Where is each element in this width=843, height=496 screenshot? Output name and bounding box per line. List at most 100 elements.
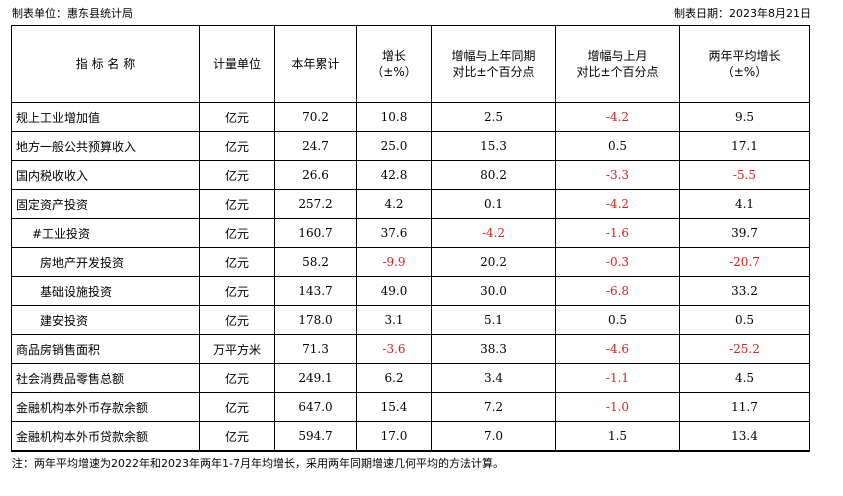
col-vs-last-month-header: 增幅与上月 对比±个百分点 xyxy=(555,25,680,103)
table-row: 商品房销售面积 万平方米 71.3 -3.6 38.3 -4.6 -25.2 xyxy=(11,334,810,364)
cumulative-cell: 24.7 xyxy=(274,131,357,161)
growth-cell: 3.1 xyxy=(356,305,432,335)
indicator-name-cell: 建安投资 xyxy=(11,305,200,335)
indicator-name-cell: 金融机构本外币存款余额 xyxy=(11,392,200,422)
col-indicator-name-header: 指 标 名 称 xyxy=(11,25,200,103)
vs-last-month-cell: -1.6 xyxy=(555,218,680,248)
unit-cell: 万平方米 xyxy=(199,334,275,364)
table-row: 房地产开发投资 亿元 58.2 -9.9 20.2 -0.3 -20.7 xyxy=(11,247,810,277)
indicator-name-cell: 规上工业增加值 xyxy=(11,102,200,132)
statistics-table: 指 标 名 称计量单位 本年累计 增长 （±%） 增幅与上年同期 对比±个百分点 增幅与上月… xyxy=(11,25,810,452)
growth-cell: 6.2 xyxy=(356,363,432,393)
cumulative-cell: 249.1 xyxy=(274,363,357,393)
cumulative-cell: 70.2 xyxy=(274,102,357,132)
col-cumulative-header: 本年累计 xyxy=(274,25,357,103)
two-year-avg-cell: 17.1 xyxy=(679,131,810,161)
two-year-avg-cell: -5.5 xyxy=(679,160,810,190)
cumulative-cell: 257.2 xyxy=(274,189,357,219)
vs-last-month-cell: -1.0 xyxy=(555,392,680,422)
table-header-row: 指 标 名 称计量单位 本年累计 增长 （±%） 增幅与上年同期 对比±个百分点 增幅与上月… xyxy=(11,25,810,103)
vs-last-month-cell: -0.3 xyxy=(555,247,680,277)
unit-cell: 亿元 xyxy=(199,189,275,219)
indicator-name-cell: #工业投资 xyxy=(11,218,200,248)
cumulative-cell: 71.3 xyxy=(274,334,357,364)
col-unit-header: 计量单位 xyxy=(199,25,275,103)
growth-cell: 17.0 xyxy=(356,421,432,452)
growth-cell: -9.9 xyxy=(356,247,432,277)
cumulative-cell: 594.7 xyxy=(274,421,357,452)
cumulative-cell: 647.0 xyxy=(274,392,357,422)
indicator-name-cell: 社会消费品零售总额 xyxy=(11,363,200,393)
vs-last-year-cell: 7.0 xyxy=(431,421,556,452)
vs-last-year-cell: 5.1 xyxy=(431,305,556,335)
table-row: 建安投资 亿元 178.0 3.1 5.1 0.5 0.5 xyxy=(11,305,810,335)
vs-last-month-cell: 0.5 xyxy=(555,305,680,335)
vs-last-year-cell: 20.2 xyxy=(431,247,556,277)
unit-cell: 亿元 xyxy=(199,305,275,335)
indicator-name-cell: 房地产开发投资 xyxy=(11,247,200,277)
table-row: 金融机构本外币存款余额 亿元 647.0 15.4 7.2 -1.0 11.7 xyxy=(11,392,810,422)
indicator-name-cell: 地方一般公共预算收入 xyxy=(11,131,200,161)
report-date-label: 制表日期：2023年8月21日 xyxy=(674,7,811,20)
vs-last-year-cell: 3.4 xyxy=(431,363,556,393)
vs-last-month-cell: -1.1 xyxy=(555,363,680,393)
vs-last-year-cell: 7.2 xyxy=(431,392,556,422)
two-year-avg-cell: -20.7 xyxy=(679,247,810,277)
unit-cell: 亿元 xyxy=(199,363,275,393)
table-row: #工业投资 亿元 160.7 37.6 -4.2 -1.6 39.7 xyxy=(11,218,810,248)
col-growth-header: 增长 （±%） xyxy=(356,25,432,103)
cumulative-cell: 143.7 xyxy=(274,276,357,306)
growth-cell: 42.8 xyxy=(356,160,432,190)
growth-cell: 10.8 xyxy=(356,102,432,132)
growth-cell: -3.6 xyxy=(356,334,432,364)
table-body: 规上工业增加值 亿元 70.2 10.8 2.5 -4.2 9.5 地方一般公共预算收入 亿元 2… xyxy=(11,102,810,452)
growth-cell: 15.4 xyxy=(356,392,432,422)
two-year-avg-cell: -25.2 xyxy=(679,334,810,364)
two-year-avg-cell: 11.7 xyxy=(679,392,810,422)
indicator-name-cell: 商品房销售面积 xyxy=(11,334,200,364)
vs-last-month-cell: -4.2 xyxy=(555,102,680,132)
table-row: 社会消费品零售总额 亿元 249.1 6.2 3.4 -1.1 4.5 xyxy=(11,363,810,393)
vs-last-month-cell: 1.5 xyxy=(555,421,680,452)
cumulative-cell: 178.0 xyxy=(274,305,357,335)
table-row: 地方一般公共预算收入 亿元 24.7 25.0 15.3 0.5 17.1 xyxy=(11,131,810,161)
table-row: 国内税收收入 亿元 26.6 42.8 80.2 -3.3 -5.5 xyxy=(11,160,810,190)
growth-cell: 49.0 xyxy=(356,276,432,306)
two-year-avg-cell: 0.5 xyxy=(679,305,810,335)
table-row: 金融机构本外币贷款余额 亿元 594.7 17.0 7.0 1.5 13.4 xyxy=(11,421,810,452)
vs-last-month-cell: -3.3 xyxy=(555,160,680,190)
cumulative-cell: 26.6 xyxy=(274,160,357,190)
growth-cell: 4.2 xyxy=(356,189,432,219)
table-row: 基础设施投资 亿元 143.7 49.0 30.0 -6.8 33.2 xyxy=(11,276,810,306)
report-unit-label: 制表单位：惠东县统计局 xyxy=(12,7,133,20)
table-row: 固定资产投资 亿元 257.2 4.2 0.1 -4.2 4.1 xyxy=(11,189,810,219)
unit-cell: 亿元 xyxy=(199,218,275,248)
growth-cell: 37.6 xyxy=(356,218,432,248)
indicator-name-cell: 基础设施投资 xyxy=(11,276,200,306)
unit-cell: 亿元 xyxy=(199,392,275,422)
two-year-avg-cell: 9.5 xyxy=(679,102,810,132)
vs-last-year-cell: 80.2 xyxy=(431,160,556,190)
vs-last-month-cell: -4.6 xyxy=(555,334,680,364)
vs-last-month-cell: 0.5 xyxy=(555,131,680,161)
vs-last-year-cell: 30.0 xyxy=(431,276,556,306)
indicator-name-cell: 金融机构本外币贷款余额 xyxy=(11,421,200,452)
two-year-avg-cell: 39.7 xyxy=(679,218,810,248)
two-year-avg-cell: 4.5 xyxy=(679,363,810,393)
vs-last-year-cell: -4.2 xyxy=(431,218,556,248)
cumulative-cell: 160.7 xyxy=(274,218,357,248)
cumulative-cell: 58.2 xyxy=(274,247,357,277)
vs-last-year-cell: 0.1 xyxy=(431,189,556,219)
unit-cell: 亿元 xyxy=(199,160,275,190)
unit-cell: 亿元 xyxy=(199,131,275,161)
vs-last-year-cell: 38.3 xyxy=(431,334,556,364)
vs-last-year-cell: 2.5 xyxy=(431,102,556,132)
table-row: 规上工业增加值 亿元 70.2 10.8 2.5 -4.2 9.5 xyxy=(11,102,810,132)
unit-cell: 亿元 xyxy=(199,421,275,452)
two-year-avg-cell: 13.4 xyxy=(679,421,810,452)
indicator-name-cell: 国内税收收入 xyxy=(11,160,200,190)
growth-cell: 25.0 xyxy=(356,131,432,161)
indicator-name-cell: 固定资产投资 xyxy=(11,189,200,219)
two-year-avg-cell: 33.2 xyxy=(679,276,810,306)
unit-cell: 亿元 xyxy=(199,102,275,132)
